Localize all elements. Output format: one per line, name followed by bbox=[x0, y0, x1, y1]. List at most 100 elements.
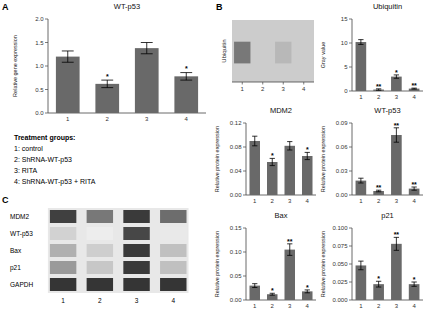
y-axis-label: Gray value bbox=[320, 42, 326, 69]
plot-area bbox=[356, 237, 420, 300]
y-tick bbox=[349, 123, 352, 124]
bar bbox=[356, 42, 367, 91]
lane-label: 3 bbox=[135, 297, 139, 304]
text-line: 4: ShRNA-WT-p53 + RITA bbox=[14, 178, 96, 186]
plot-area bbox=[250, 136, 313, 195]
y-tick bbox=[349, 300, 352, 301]
x-tick-label: 4 bbox=[412, 94, 416, 100]
band bbox=[160, 244, 186, 257]
y-tick-label: 0.06 bbox=[336, 144, 348, 150]
error-cap bbox=[62, 50, 74, 51]
bar bbox=[409, 284, 420, 300]
annotation: * bbox=[106, 73, 109, 80]
y-tick-label: 0.09 bbox=[336, 120, 348, 126]
band bbox=[160, 278, 186, 291]
error-bar bbox=[394, 128, 399, 142]
band bbox=[160, 210, 186, 223]
x-tick-label: 4 bbox=[306, 198, 310, 204]
bar bbox=[391, 244, 402, 300]
y-tick bbox=[349, 43, 352, 44]
x-tick-label: 3 bbox=[288, 198, 292, 204]
band bbox=[123, 261, 149, 274]
band bbox=[50, 227, 76, 240]
error-cap bbox=[411, 286, 416, 287]
row-label: GAPDH bbox=[10, 281, 33, 288]
x-tick bbox=[283, 82, 284, 85]
bar bbox=[95, 84, 119, 113]
annotation: * bbox=[306, 284, 309, 291]
title: Ubiquitin bbox=[373, 2, 402, 11]
annotation: ** bbox=[394, 231, 400, 238]
y-tick-label: 1.5 bbox=[35, 40, 44, 46]
x-axis-line bbox=[232, 82, 314, 83]
title: Bax bbox=[275, 211, 288, 220]
y-tick bbox=[349, 228, 352, 229]
title: WT-p53 bbox=[114, 2, 140, 11]
y-tick bbox=[45, 89, 48, 90]
x-tick-label: 2 bbox=[377, 303, 381, 309]
error-cap bbox=[305, 159, 310, 160]
bar bbox=[356, 181, 367, 195]
error-cap bbox=[252, 145, 257, 146]
error-cap bbox=[252, 287, 257, 288]
bar-chart: 0.000.030.060.09******1234WT-p53Relative… bbox=[320, 106, 423, 204]
error-line bbox=[289, 244, 290, 256]
error-cap bbox=[358, 178, 363, 179]
error-line bbox=[146, 43, 147, 54]
lane-label: 1 bbox=[61, 297, 65, 304]
y-axis-line bbox=[48, 19, 49, 113]
row-label: WT-p53 bbox=[10, 230, 33, 238]
y-tick-label: 0.04 bbox=[230, 168, 242, 174]
y-axis-line bbox=[352, 19, 353, 91]
annotation: * bbox=[271, 152, 274, 159]
bar bbox=[135, 48, 159, 113]
error-cap bbox=[394, 142, 399, 143]
x-tick-label: 4 bbox=[302, 86, 306, 92]
blot-background bbox=[232, 20, 314, 82]
y-tick-label: 2.0 bbox=[35, 16, 44, 22]
error-cap bbox=[270, 295, 275, 296]
error-bar bbox=[287, 244, 292, 256]
error-line bbox=[67, 51, 68, 62]
y-axis-line bbox=[352, 123, 353, 195]
bar bbox=[267, 162, 278, 195]
error-bar bbox=[394, 237, 399, 250]
western-blot: MDM2WT-p53Baxp21GAPDH1234 bbox=[10, 208, 188, 304]
bar bbox=[391, 135, 402, 195]
error-cap bbox=[62, 62, 74, 63]
y-tick bbox=[349, 147, 352, 148]
x-tick bbox=[262, 82, 263, 85]
y-axis-label: Relative protein expression bbox=[214, 231, 220, 297]
x-tick-label: 3 bbox=[395, 198, 399, 204]
x-tick-label: 2 bbox=[271, 303, 275, 309]
bar bbox=[267, 294, 278, 300]
band bbox=[123, 244, 149, 257]
x-tick-label: 1 bbox=[66, 116, 70, 122]
error-cap bbox=[358, 261, 363, 262]
bar bbox=[174, 76, 198, 113]
x-tick-label: 4 bbox=[412, 198, 416, 204]
bar bbox=[250, 141, 261, 195]
error-bar bbox=[252, 136, 257, 146]
x-tick bbox=[303, 82, 304, 85]
y-tick-label: 0.15 bbox=[230, 225, 242, 231]
bar bbox=[56, 57, 80, 113]
y-tick-label: 0.12 bbox=[230, 120, 242, 126]
blot-background bbox=[48, 242, 189, 259]
y-tick-label: 15 bbox=[341, 16, 348, 22]
error-cap bbox=[101, 87, 113, 88]
y-tick-label: 0.050 bbox=[332, 261, 348, 267]
title: p21 bbox=[381, 211, 394, 220]
y-tick-label: 0.100 bbox=[332, 225, 348, 231]
y-tick bbox=[243, 195, 246, 196]
annotation: * bbox=[413, 276, 416, 283]
error-bar bbox=[101, 80, 113, 88]
x-tick-label: 1 bbox=[241, 86, 245, 92]
plot-area bbox=[356, 128, 420, 195]
y-tick bbox=[349, 246, 352, 247]
band bbox=[123, 278, 149, 291]
annotation: ** bbox=[394, 122, 400, 129]
row-label: MDM2 bbox=[10, 213, 30, 220]
band bbox=[50, 210, 76, 223]
y-tick-label: 0.075 bbox=[332, 243, 348, 249]
